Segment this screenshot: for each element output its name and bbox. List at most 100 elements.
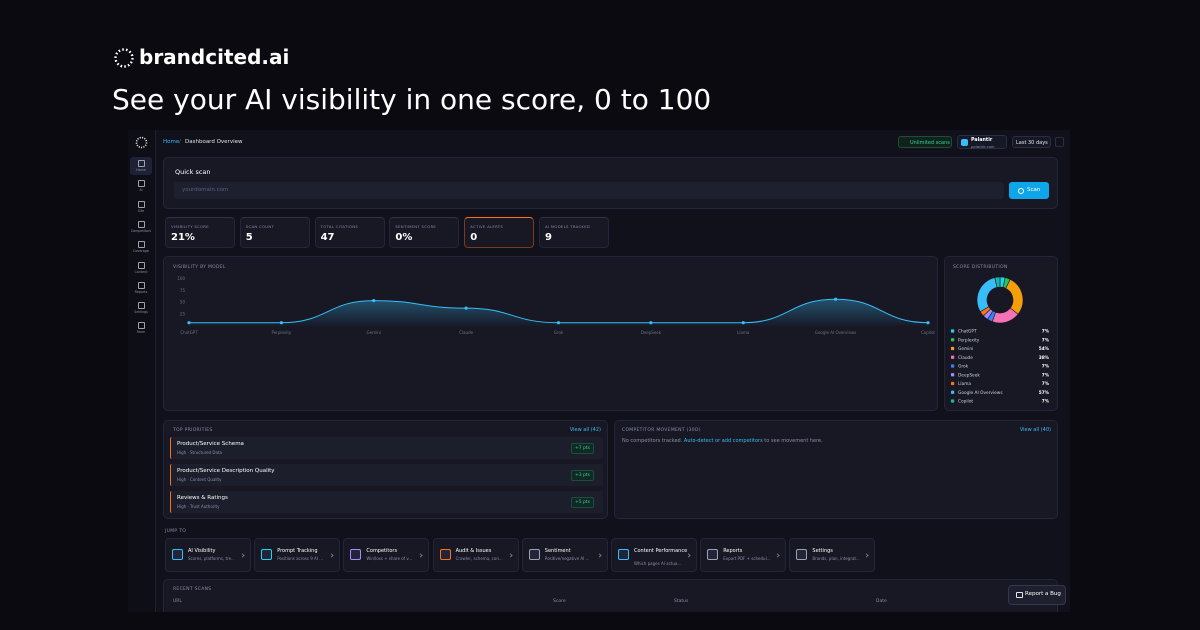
jump-tile[interactable]: Sentiment Positive/negative AI ... — [521, 538, 608, 572]
range-select[interactable]: Last 30 days — [1012, 136, 1051, 148]
jump-tile[interactable]: Prompt Tracking Positions across 9 AI ... — [254, 538, 341, 572]
legend-value: 54% — [1039, 346, 1050, 352]
legend-label: Claude — [958, 355, 973, 361]
sidebar-item[interactable]: Coverage — [130, 238, 152, 256]
stat-card: TOTAL CITATIONS 47 — [314, 217, 385, 248]
brand-label: Palantir — [971, 137, 993, 143]
recent-column: Date — [876, 599, 887, 604]
jump-icon — [618, 549, 629, 560]
refresh-button[interactable] — [1055, 137, 1064, 147]
brand-domain: palantir.com — [971, 143, 995, 149]
sidebar-item[interactable]: Reports — [130, 279, 152, 297]
priority-meta: High · Content Quality — [177, 477, 222, 482]
pie-slice — [994, 276, 1001, 288]
quick-scan-title: Quick scan — [175, 168, 211, 176]
sidebar-item[interactable]: Content — [130, 259, 152, 277]
sidebar-item[interactable]: Home — [130, 157, 152, 175]
bottom-fade — [0, 612, 1200, 630]
jump-tile[interactable]: AI Visibility Scores, platforms, tre... — [165, 538, 251, 572]
legend-swatch — [951, 329, 955, 333]
recent-column: Score — [553, 599, 566, 604]
legend-label: Grok — [958, 364, 969, 370]
sidebar-label: Home — [136, 168, 146, 172]
sidebar: Home AI Site Competitors Coverage Content Repo… — [128, 130, 156, 612]
priority-item[interactable]: Product/Service Schema High · Structured … — [170, 437, 603, 459]
stat-value: 21% — [171, 232, 195, 243]
x-tick-label: Perplexity — [271, 330, 291, 335]
legend-label: Gemini — [958, 346, 973, 352]
stat-card: VISIBILITY SCORE 21% — [165, 217, 235, 248]
jump-desc: Brands, plan, integrat... — [812, 556, 860, 561]
jump-title: Sentiment — [544, 548, 571, 554]
legend-swatch — [951, 364, 955, 368]
stat-label: SENTIMENT SCORE — [395, 224, 437, 229]
brand-switcher[interactable]: Palantir palantir.com — [957, 135, 1007, 149]
legend-value: 7% — [1042, 372, 1050, 378]
sidebar-label: Content — [134, 269, 148, 274]
jump-tile[interactable]: Audit & Issues Crawler, schema, con... — [432, 538, 519, 572]
jump-tile[interactable]: Reports Export PDF + schedul... — [700, 538, 787, 572]
jump-title: Audit & Issues — [455, 548, 492, 554]
stat-card: ACTIVE ALERTS 0 — [464, 217, 535, 248]
breadcrumb-home[interactable]: Home — [163, 139, 180, 145]
jump-title: Reports — [723, 548, 743, 554]
x-tick-label: Claude — [459, 330, 473, 335]
legend-swatch — [951, 346, 955, 351]
bug-icon — [1016, 592, 1023, 598]
stat-card: AI MODELS TRACKED 9 — [539, 217, 609, 248]
recent-column: URL — [173, 599, 182, 604]
sidebar-icon — [138, 241, 145, 249]
data-point — [187, 321, 191, 325]
headline: See your AI visibility in one score, 0 t… — [112, 83, 712, 116]
sidebar-item[interactable]: Settings — [130, 299, 152, 317]
scan-button[interactable]: Scan — [1009, 182, 1049, 199]
legend-swatch — [951, 373, 955, 377]
jump-arrow — [418, 553, 424, 558]
x-tick-label: DeepSeek — [641, 330, 662, 335]
priority-item[interactable]: Product/Service Description Quality High … — [170, 464, 603, 486]
quick-scan-card: Quick scan yourdomain.com Scan — [163, 157, 1058, 209]
legend-label: DeepSeek — [958, 372, 980, 378]
priority-gain: +3 pts — [570, 470, 594, 481]
legend-swatch — [951, 338, 955, 342]
jump-desc: Scores, platforms, tre... — [188, 556, 235, 561]
competitor-link[interactable]: View all (40) — [1019, 427, 1051, 433]
sidebar-logo — [135, 136, 148, 149]
jump-title: Competitors — [366, 548, 398, 554]
x-tick-label: Google AI Overviews — [815, 330, 856, 335]
sidebar-icon — [138, 302, 145, 310]
sidebar-item[interactable]: Site — [130, 198, 152, 216]
report-bug-button[interactable]: Report a Bug — [1008, 585, 1066, 605]
empty-link[interactable]: Auto-detect or add competitors — [683, 438, 763, 444]
empty-text: to see movement here. — [762, 438, 823, 444]
jump-title: Settings — [812, 548, 833, 554]
sidebar-label: Site — [137, 208, 145, 213]
jump-title: JUMP TO — [165, 529, 187, 534]
priority-title: Product/Service Schema — [177, 441, 244, 447]
legend-swatch — [951, 390, 955, 394]
jump-icon — [350, 549, 362, 560]
plan-text: Unlimited scans — [910, 139, 950, 146]
sidebar-item[interactable]: Team — [130, 319, 152, 337]
priorities-link[interactable]: View all (42) — [569, 427, 601, 433]
jump-icon — [261, 549, 273, 560]
stat-value: 47 — [320, 232, 335, 243]
legend-value: 7% — [1042, 381, 1050, 387]
sidebar-label: Reports — [134, 289, 148, 294]
y-tick-label: 50 — [180, 300, 186, 305]
jump-title: AI Visibility — [188, 548, 216, 554]
jump-tile[interactable]: Settings Brands, plan, integrat... — [789, 538, 876, 572]
plan-badge[interactable]: Unlimited scans — [898, 136, 952, 148]
stat-label: SCAN COUNT — [245, 224, 275, 229]
legend-swatch — [951, 381, 955, 386]
priority-item[interactable]: Reviews & Ratings High · Trust Authority +… — [170, 491, 603, 513]
jump-tile[interactable]: Competitors Win/loss + share of v... — [343, 538, 430, 572]
jump-tile[interactable]: Content Performance Which pages AI actua.… — [611, 538, 697, 572]
sidebar-item[interactable]: Competitors — [130, 218, 152, 236]
legend-value: 7% — [1042, 399, 1050, 405]
sidebar-item[interactable]: AI — [130, 177, 152, 195]
scan-input[interactable]: yourdomain.com — [174, 182, 1004, 199]
sidebar-icon — [138, 261, 145, 269]
sidebar-icon — [138, 160, 145, 167]
legend-swatch — [951, 355, 955, 359]
